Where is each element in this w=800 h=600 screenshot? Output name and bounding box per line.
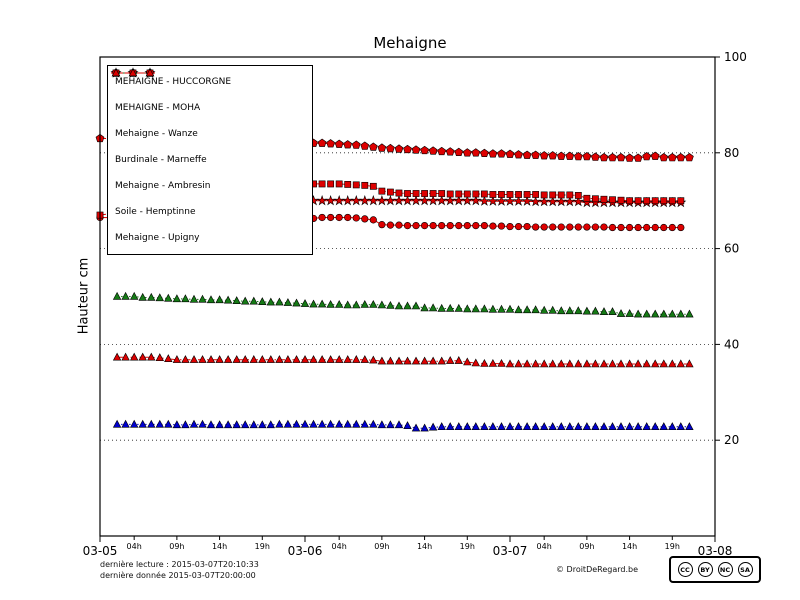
- legend-item: Soile - Hemptinne: [111, 68, 312, 217]
- y-tick-label: 20: [724, 433, 739, 447]
- legend-label: Soile - Hemptinne: [115, 207, 196, 217]
- series-line: [99, 217, 681, 228]
- legend-label: MEHAIGNE - HUCCORGNE: [115, 77, 232, 87]
- x-minor-tick-label: 09h: [169, 542, 184, 551]
- x-minor-tick-label: 04h: [332, 542, 347, 551]
- legend-label: Mehaigne - Upigny: [115, 233, 200, 243]
- series-3: [95, 133, 694, 162]
- series-4: [112, 419, 694, 432]
- legend-sample: [111, 68, 155, 77]
- chart-title: Mehaigne: [373, 34, 447, 52]
- legend-label: Mehaigne - Ambresin: [115, 181, 211, 191]
- x-minor-tick-label: 19h: [460, 542, 475, 551]
- x-minor-tick-label: 04h: [127, 542, 142, 551]
- series-markers: [95, 133, 694, 162]
- y-tick-label: 60: [724, 242, 739, 256]
- last-reading-text: dernière lecture : 2015-03-07T20:10:33: [100, 560, 259, 569]
- x-minor-tick-label: 04h: [537, 542, 552, 551]
- x-minor-tick-label: 14h: [212, 542, 227, 551]
- x-minor-tick-label: 19h: [665, 542, 680, 551]
- x-minor-tick-label: 14h: [622, 542, 637, 551]
- legend-label: Burdinale - Marneffe: [115, 155, 207, 165]
- x-minor-tick-label: 14h: [417, 542, 432, 551]
- legend-label: MEHAIGNE - MOHA: [115, 103, 201, 113]
- cc-by-icon: by: [697, 562, 713, 577]
- legend-item: Mehaigne - Wanze: [111, 68, 312, 139]
- x-major-tick-label: 03-06: [288, 544, 323, 558]
- series-markers: [96, 180, 685, 219]
- series-5: [96, 180, 685, 219]
- x-major-tick-label: 03-08: [698, 544, 733, 558]
- cc-sa-icon: sa: [737, 562, 753, 577]
- x-major-tick-label: 03-07: [493, 544, 528, 558]
- series-7: [112, 352, 694, 368]
- series-6: [112, 291, 694, 318]
- legend-item: Burdinale - Marneffe: [111, 68, 312, 165]
- series-markers: [112, 419, 694, 432]
- x-minor-tick-label: 09h: [579, 542, 594, 551]
- y-tick-label: 100: [724, 50, 747, 64]
- series-markers: [112, 352, 694, 368]
- legend-label: Mehaigne - Wanze: [115, 129, 198, 139]
- x-minor-tick-label: 19h: [255, 542, 270, 551]
- cc-cc-icon: cc: [677, 562, 693, 577]
- x-minor-tick-label: 09h: [374, 542, 389, 551]
- plot-frame: [99, 56, 716, 537]
- y-tick-label: 80: [724, 146, 739, 160]
- legend-item: Mehaigne - Upigny: [111, 68, 312, 243]
- legend-item: MEHAIGNE - MOHA: [110, 67, 312, 113]
- cc-license-badge[interactable]: cc by nc sa: [669, 556, 761, 583]
- x-major-tick-label: 03-05: [83, 544, 118, 558]
- series-markers: [112, 291, 694, 318]
- legend-item: Mehaigne - Ambresin: [111, 69, 312, 191]
- legend: MEHAIGNE - HUCCORGNE MEHAIGNE - MOHA Mehai…: [107, 65, 313, 255]
- copyright-text: © DroitDeRegard.be: [556, 565, 639, 574]
- cc-nc-icon: nc: [717, 562, 733, 577]
- last-data-text: dernière donnée 2015-03-07T20:00:00: [100, 571, 256, 580]
- y-tick-label: 40: [724, 337, 739, 351]
- series-line: [99, 183, 681, 216]
- footer-status: dernière lecture : 2015-03-07T20:10:33 d…: [100, 559, 259, 581]
